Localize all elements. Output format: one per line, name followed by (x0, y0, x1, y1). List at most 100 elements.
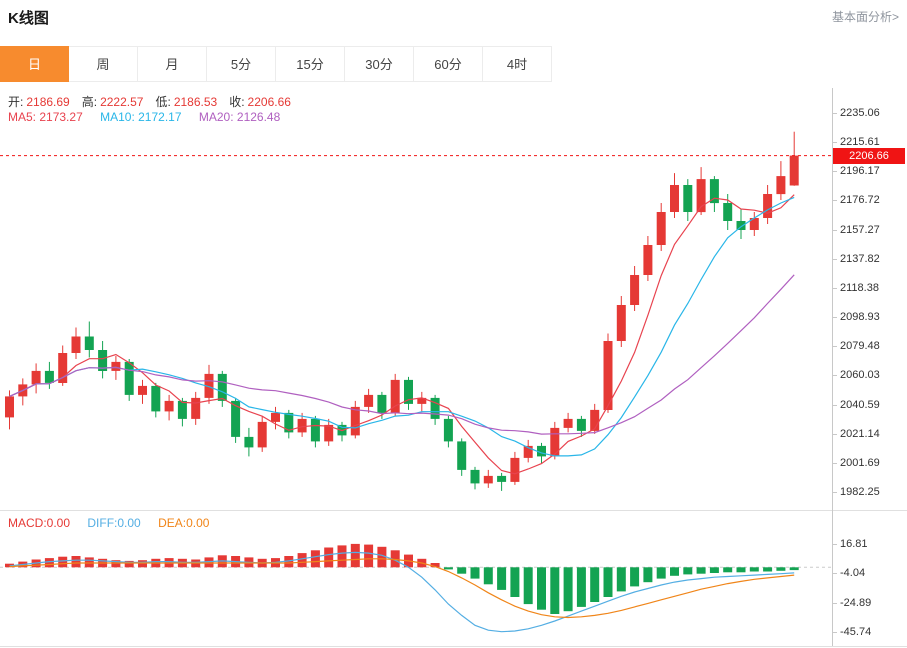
candle-up[interactable] (191, 397, 201, 419)
candle-up[interactable] (138, 385, 147, 395)
macd-bar[interactable] (683, 567, 693, 575)
macd-bar[interactable] (470, 567, 480, 579)
macd-bar[interactable] (337, 545, 347, 568)
macd-bar[interactable] (603, 567, 613, 597)
macd-bar[interactable] (124, 560, 134, 568)
macd-bar[interactable] (138, 560, 147, 568)
candle-up[interactable] (763, 194, 773, 218)
tab-day[interactable]: 日 (0, 46, 69, 82)
candle-down[interactable] (377, 394, 387, 413)
candle-down[interactable] (124, 361, 134, 395)
candle-up[interactable] (350, 406, 360, 436)
candle-down[interactable] (537, 445, 546, 457)
candle-up[interactable] (510, 457, 520, 482)
candle-up[interactable] (111, 361, 121, 371)
candle-up[interactable] (5, 396, 14, 418)
macd-bar[interactable] (310, 550, 320, 568)
candle-up[interactable] (643, 245, 653, 275)
candle-up[interactable] (749, 218, 759, 230)
candle-down[interactable] (457, 441, 467, 470)
macd-bar[interactable] (789, 567, 799, 571)
candle-down[interactable] (244, 436, 254, 448)
macd-bar[interactable] (58, 556, 68, 568)
candle-up[interactable] (324, 424, 334, 442)
candle-up[interactable] (271, 412, 280, 422)
candle-down[interactable] (151, 385, 161, 412)
candle-up[interactable] (603, 341, 613, 410)
candle-down[interactable] (443, 418, 453, 442)
candle-up[interactable] (417, 397, 427, 404)
candle-up[interactable] (696, 179, 706, 213)
macd-bar[interactable] (44, 558, 54, 568)
candle-up[interactable] (630, 275, 640, 305)
candle-up[interactable] (297, 418, 307, 433)
candle-down[interactable] (84, 336, 94, 351)
candle-up[interactable] (164, 400, 174, 412)
candle-down[interactable] (497, 475, 507, 482)
tab-60min[interactable]: 60分 (414, 46, 483, 82)
tab-30min[interactable]: 30分 (345, 46, 414, 82)
macd-bar[interactable] (284, 556, 294, 568)
candle-down[interactable] (284, 412, 294, 433)
candle-up[interactable] (670, 185, 679, 212)
macd-bar[interactable] (457, 567, 467, 574)
macd-bar[interactable] (430, 563, 440, 568)
macd-bar[interactable] (523, 567, 533, 605)
macd-chart[interactable] (0, 510, 832, 648)
candle-down[interactable] (404, 379, 413, 404)
macd-bar[interactable] (443, 567, 453, 570)
macd-bar[interactable] (656, 567, 666, 579)
candle-up[interactable] (364, 394, 374, 407)
candle-up[interactable] (590, 409, 600, 431)
candle-up[interactable] (550, 427, 560, 457)
candle-down[interactable] (231, 400, 241, 437)
candle-up[interactable] (257, 421, 267, 448)
macd-bar[interactable] (350, 543, 360, 568)
candle-down[interactable] (44, 370, 54, 383)
candle-down[interactable] (723, 203, 733, 221)
macd-bar[interactable] (670, 567, 679, 576)
macd-bar[interactable] (590, 567, 600, 602)
candle-up[interactable] (789, 155, 799, 186)
macd-bar[interactable] (510, 567, 520, 597)
macd-bar[interactable] (696, 567, 706, 574)
candle-down[interactable] (576, 418, 586, 431)
tab-5min[interactable]: 5分 (207, 46, 276, 82)
candle-up[interactable] (483, 475, 493, 484)
macd-bar[interactable] (204, 557, 214, 568)
candle-up[interactable] (31, 370, 41, 385)
candle-up[interactable] (390, 379, 400, 413)
macd-bar[interactable] (616, 567, 626, 592)
candle-up[interactable] (616, 305, 626, 341)
candle-down[interactable] (177, 400, 187, 419)
candle-up[interactable] (523, 445, 533, 458)
macd-bar[interactable] (630, 567, 640, 587)
macd-bar[interactable] (364, 544, 374, 568)
candle-up[interactable] (58, 353, 68, 383)
macd-bar[interactable] (483, 567, 493, 585)
fundamental-analysis-link[interactable]: 基本面分析> (831, 10, 899, 24)
macd-bar[interactable] (84, 557, 94, 568)
candle-up[interactable] (71, 336, 81, 354)
macd-bar[interactable] (576, 567, 586, 607)
macd-bar[interactable] (537, 567, 546, 610)
macd-bar[interactable] (763, 567, 773, 572)
candle-up[interactable] (563, 418, 573, 428)
macd-bar[interactable] (297, 553, 307, 568)
macd-bar[interactable] (324, 547, 334, 568)
candle-down[interactable] (683, 185, 693, 212)
candle-down[interactable] (736, 221, 746, 230)
candle-down[interactable] (217, 373, 227, 401)
tab-week[interactable]: 周 (69, 46, 138, 82)
macd-bar[interactable] (111, 560, 121, 568)
macd-bar[interactable] (709, 567, 719, 573)
candlestick-chart[interactable] (0, 88, 832, 510)
tab-month[interactable]: 月 (138, 46, 207, 82)
macd-bar[interactable] (550, 567, 560, 614)
candle-down[interactable] (98, 350, 108, 371)
candle-down[interactable] (310, 418, 320, 442)
candle-down[interactable] (430, 397, 440, 419)
candle-up[interactable] (204, 373, 214, 398)
candle-down[interactable] (709, 179, 719, 204)
macd-bar[interactable] (776, 567, 786, 571)
